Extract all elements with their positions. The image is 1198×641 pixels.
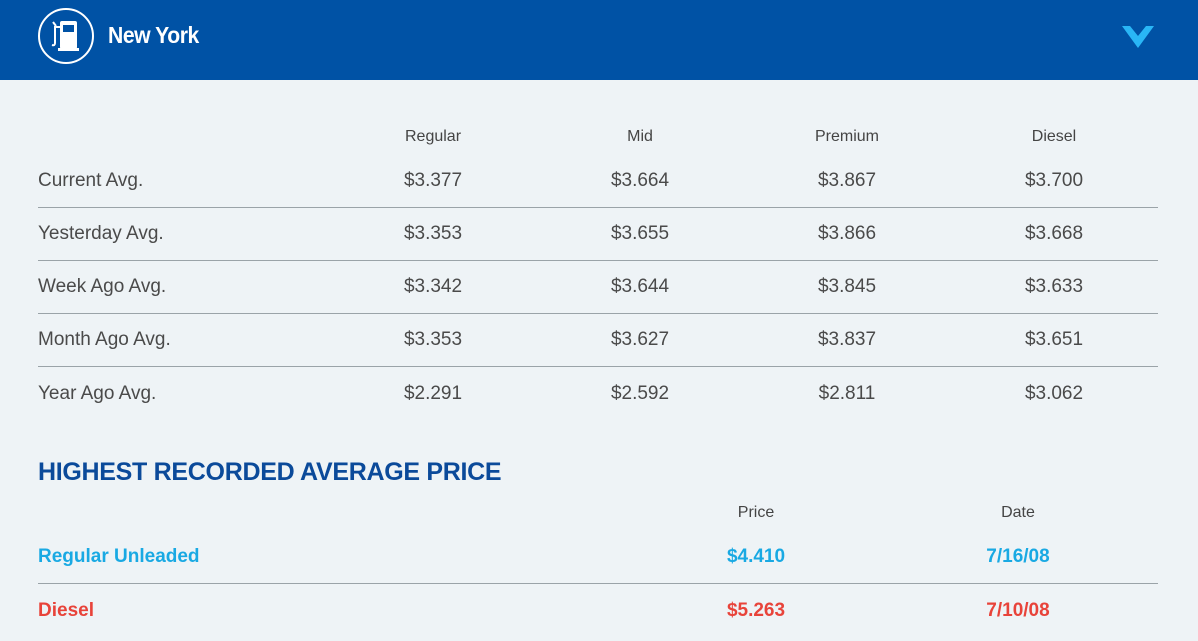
fuel-label: Regular Unleaded: [38, 546, 200, 567]
section-title: HIGHEST RECORDED AVERAGE PRICE: [38, 458, 502, 486]
row-label: Month Ago Avg.: [38, 329, 171, 350]
price-cell: $3.700: [1024, 170, 1084, 191]
column-header-premium: Premium: [814, 127, 879, 145]
price-cell: $2.291: [403, 382, 463, 404]
column-header-price: Price: [737, 503, 775, 521]
table-row: Month Ago Avg. $3.353 $3.627 $3.837 $3.6…: [38, 314, 1158, 367]
price-cell: $3.644: [610, 276, 670, 297]
price-cell: $3.668: [1024, 223, 1084, 244]
record-price: $5.263: [726, 599, 786, 621]
price-cell: $3.655: [610, 223, 670, 244]
price-cell: $3.633: [1024, 276, 1084, 297]
column-header-date: Date: [1001, 503, 1035, 521]
state-title: New York: [108, 22, 199, 48]
price-cell: $2.811: [818, 382, 876, 404]
table-row: Year Ago Avg. $2.291 $2.592 $2.811 $3.06…: [38, 367, 1158, 420]
price-cell: $3.377: [403, 170, 463, 191]
table-row: Week Ago Avg. $3.342 $3.644 $3.845 $3.63…: [38, 261, 1158, 314]
price-cell: $3.664: [610, 170, 670, 191]
fuel-label: Diesel: [38, 599, 94, 621]
record-date: 7/16/08: [986, 546, 1050, 567]
price-cell: $3.353: [403, 329, 463, 350]
table-row: Regular Unleaded $4.410 7/16/08: [38, 531, 1158, 584]
averages-header-row: Regular Mid Premium Diesel: [38, 118, 1158, 155]
price-cell: $3.867: [817, 170, 877, 191]
header-bar: New York: [0, 0, 1198, 80]
price-cell: $2.592: [610, 382, 670, 404]
price-cell: $3.651: [1024, 329, 1084, 350]
table-row: Diesel $5.263 7/10/08: [38, 584, 1158, 637]
chevron-down-icon[interactable]: [1120, 22, 1160, 56]
column-header-diesel: Diesel: [1031, 127, 1077, 145]
gas-pump-icon: [38, 8, 94, 64]
column-header-regular: Regular: [404, 127, 462, 145]
highest-header-row: Price Date: [38, 494, 1158, 531]
table-row: Yesterday Avg. $3.353 $3.655 $3.866 $3.6…: [38, 208, 1158, 261]
price-cell: $3.342: [403, 276, 463, 297]
record-date: 7/10/08: [986, 599, 1050, 621]
highest-price-table: Price Date Regular Unleaded $4.410 7/16/…: [38, 494, 1158, 637]
price-cell: $3.837: [817, 329, 877, 350]
price-cell: $3.627: [610, 329, 670, 350]
table-row: Current Avg. $3.377 $3.664 $3.867 $3.700: [38, 155, 1158, 208]
price-cell: $3.353: [403, 223, 463, 244]
row-label: Year Ago Avg.: [38, 382, 157, 404]
row-label: Yesterday Avg.: [38, 223, 164, 244]
price-cell: $3.845: [817, 276, 877, 297]
row-label: Current Avg.: [38, 170, 144, 191]
price-cell: $3.062: [1024, 382, 1084, 404]
averages-table: Regular Mid Premium Diesel Current Avg. …: [38, 118, 1158, 420]
row-label: Week Ago Avg.: [38, 276, 167, 297]
record-price: $4.410: [726, 546, 786, 567]
price-cell: $3.866: [817, 223, 877, 244]
column-header-mid: Mid: [627, 127, 653, 145]
